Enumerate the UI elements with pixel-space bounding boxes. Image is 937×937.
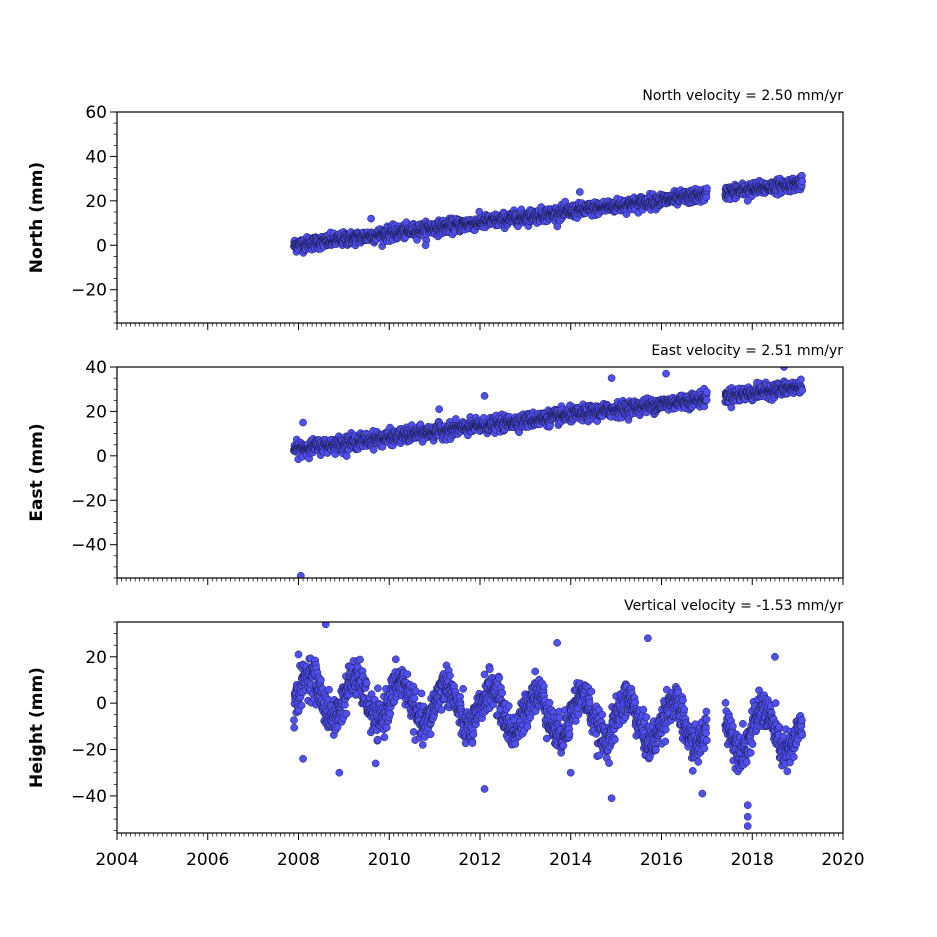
data-point — [418, 740, 427, 749]
data-point — [446, 671, 454, 680]
y-tick-label: −20 — [71, 491, 107, 511]
data-point — [299, 418, 307, 427]
y-tick-label: 40 — [85, 358, 107, 378]
data-point — [459, 685, 467, 693]
data-point — [296, 571, 305, 578]
velocity-annotation: East velocity = 2.51 mm/yr — [651, 343, 843, 359]
data-point — [290, 716, 298, 725]
y-axis-label: North (mm) — [27, 162, 47, 273]
data-point — [373, 735, 382, 744]
data-point — [290, 723, 299, 732]
data-point — [703, 388, 711, 396]
data-point — [374, 684, 382, 693]
data-point — [409, 728, 418, 736]
data-point — [703, 184, 711, 193]
y-tick-label: 0 — [96, 236, 107, 256]
data-point — [798, 177, 807, 186]
data-point — [797, 375, 805, 384]
data-point — [297, 701, 306, 710]
data-point — [391, 655, 400, 664]
data-point — [417, 689, 426, 698]
data-points — [290, 171, 807, 257]
data-point — [403, 670, 412, 678]
y-tick-label: 40 — [85, 147, 107, 167]
data-point — [798, 386, 807, 395]
data-point — [317, 676, 325, 684]
data-point — [380, 733, 389, 742]
data-point — [333, 723, 342, 732]
y-tick-label: 0 — [96, 447, 107, 467]
data-point — [575, 188, 584, 196]
panel-1: −20 0 20 40 60 North (mm) North velocity = 2.5… — [27, 88, 844, 330]
data-point — [743, 196, 752, 205]
data-point — [386, 709, 395, 718]
data-point — [437, 706, 446, 714]
data-point — [382, 723, 391, 732]
data-point — [367, 214, 375, 223]
y-tick-label: −20 — [71, 281, 107, 301]
data-points — [290, 622, 807, 830]
data-point — [426, 730, 435, 739]
data-point — [325, 685, 333, 694]
y-tick-label: −40 — [71, 536, 107, 556]
data-point — [480, 392, 489, 400]
y-tick-label: 20 — [85, 192, 107, 212]
data-points — [290, 367, 807, 578]
data-point — [369, 445, 378, 454]
y-axis-label: East (mm) — [27, 423, 47, 521]
data-point — [362, 679, 371, 687]
y-tick-label: 20 — [85, 402, 107, 422]
data-point — [435, 405, 444, 414]
data-point — [780, 367, 788, 371]
data-point — [662, 369, 670, 378]
data-point — [727, 403, 736, 412]
data-point — [702, 396, 711, 405]
velocity-annotation: North velocity = 2.50 mm/yr — [642, 88, 843, 104]
data-point — [356, 655, 364, 664]
data-point — [410, 694, 419, 703]
panel-2: −40 −20 0 20 40 East (mm) East velocity = 2.51… — [27, 343, 844, 585]
y-tick-label: 60 — [85, 103, 107, 123]
data-point — [475, 207, 484, 216]
data-point — [607, 374, 616, 382]
data-point — [342, 452, 351, 460]
data-point — [702, 193, 711, 201]
data-point — [342, 709, 351, 718]
data-point — [421, 241, 430, 250]
data-point — [451, 415, 460, 423]
